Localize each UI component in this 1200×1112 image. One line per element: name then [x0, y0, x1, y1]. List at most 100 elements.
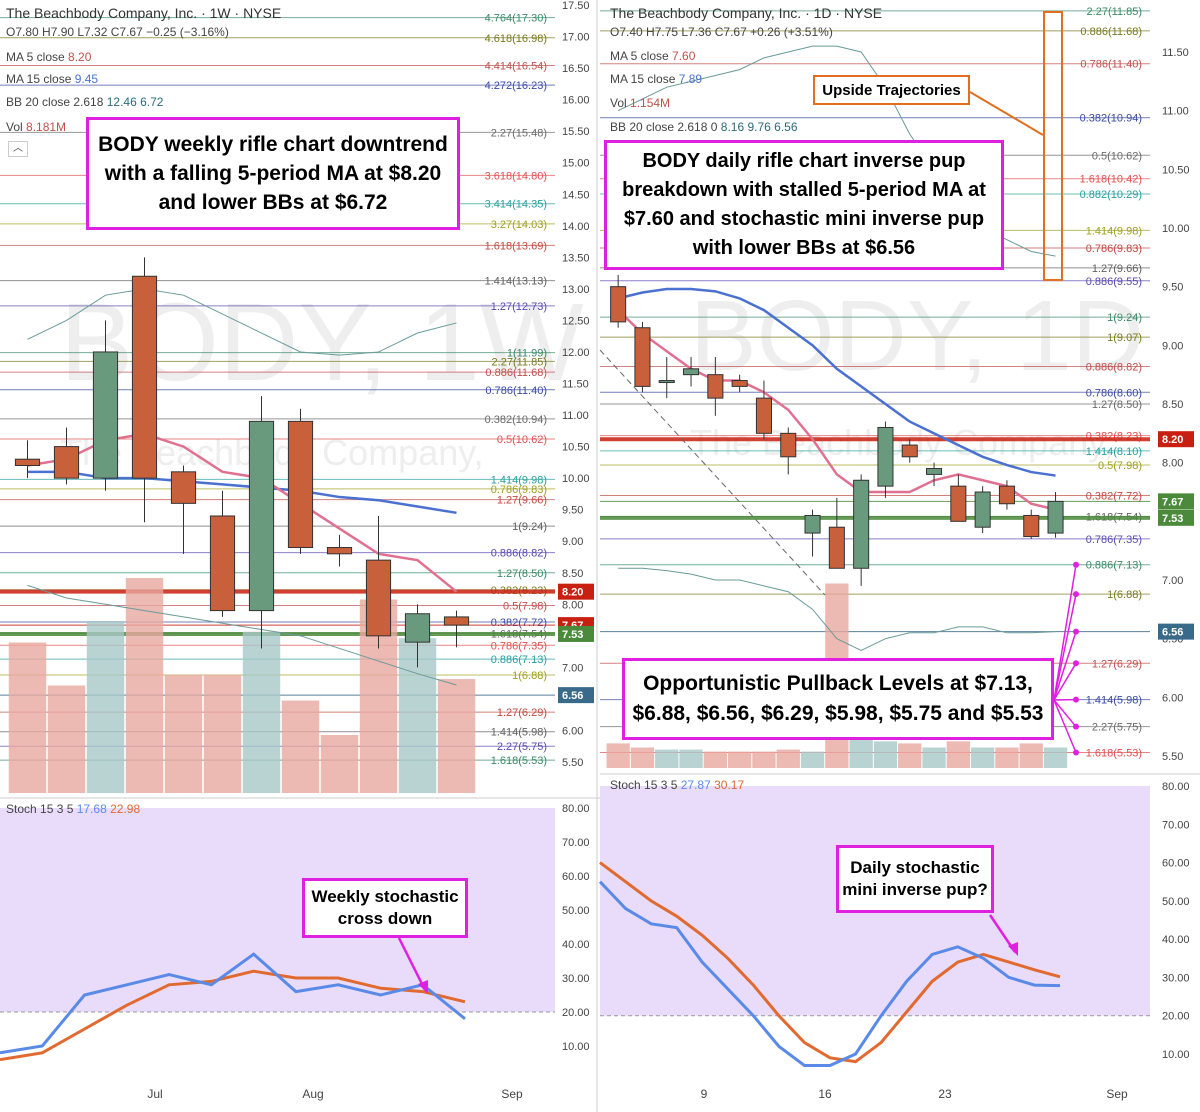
left-collapse-button[interactable]: ︿	[8, 141, 28, 157]
right-vol-label: Vol	[610, 96, 627, 110]
left-candle-body	[365, 559, 392, 637]
left-ohlc: O7.80 H7.90 L7.32 C7.67 −0.25 (−3.16%)	[6, 25, 229, 39]
left-price-tick: 12.00	[562, 347, 590, 359]
right-volume-bar	[630, 747, 655, 768]
left-fib-label: 0.886(11.68)	[485, 367, 547, 379]
right-fib-label: 0.382(7.72)	[1086, 491, 1142, 503]
left-price-badge-text: 8.20	[562, 587, 583, 599]
left-fib-label: 1.414(9.98)	[491, 474, 547, 486]
right-fib-label: 1(9.07)	[1107, 332, 1142, 344]
right-price-tick: 10.00	[1162, 223, 1190, 235]
left-vol-value: 8.181M	[26, 120, 67, 134]
right-candle-body	[1047, 500, 1064, 534]
right-stoch-k: 27.87	[680, 778, 711, 792]
left-candle-body	[443, 616, 470, 626]
left-fib-label: 2.27(15.48)	[491, 127, 547, 139]
right-price-badge	[1158, 493, 1194, 510]
left-fib-label: 1.618(13.69)	[485, 240, 547, 252]
left-candle-body	[404, 613, 431, 643]
right-candle-body	[926, 468, 943, 475]
pullback-marker	[1073, 591, 1079, 598]
right-volume-bar	[946, 741, 971, 768]
right-fib-label: 0.382(10.94)	[1080, 113, 1142, 125]
right-stoch-tick: 50.00	[1162, 896, 1190, 908]
right-volume-bar	[1019, 743, 1043, 768]
left-price-tick: 16.00	[562, 95, 590, 107]
left-fib-label: 4.414(16.54)	[485, 61, 547, 73]
left-fib-label: 0.5(7.98)	[503, 601, 547, 613]
right-stoch-tick: 10.00	[1162, 1049, 1190, 1061]
left-fib-label: 3.618(14.80)	[485, 170, 547, 182]
left-fib-label: 1(9.24)	[512, 521, 547, 533]
left-candle-body	[248, 420, 275, 612]
right-vol-legend: Vol 1.154M	[610, 96, 670, 110]
left-price-badge-text: 7.53	[562, 629, 583, 641]
right-candle-body	[780, 432, 797, 458]
left-volume-bar	[281, 700, 320, 793]
upside-callout: Upside Trajectories	[813, 75, 970, 105]
right-x-label: 9	[701, 1087, 708, 1101]
right-price-badge-text: 8.20	[1162, 434, 1183, 446]
pullback-marker	[1073, 660, 1079, 667]
left-price-tick: 14.50	[562, 189, 590, 201]
left-candle-body	[53, 446, 80, 479]
right-ma5-value: 7.60	[672, 49, 696, 63]
right-volume-bar	[970, 747, 995, 768]
right-stoch-tick: 70.00	[1162, 819, 1190, 831]
right-fib-label: 0.5(10.62)	[1092, 150, 1142, 162]
left-ma5-value: 8.20	[68, 50, 92, 64]
left-price-tick: 9.00	[562, 536, 583, 548]
left-fib-label: 3.414(14.35)	[485, 199, 547, 211]
right-price-tick: 8.00	[1162, 458, 1183, 470]
left-stoch-arrowhead	[418, 980, 428, 994]
left-candle-body	[170, 471, 197, 504]
right-fib-label: 1.414(8.10)	[1086, 446, 1142, 458]
right-candle-body	[731, 380, 748, 387]
left-price-badge	[558, 687, 594, 704]
left-fib-label: 2.27(11.85)	[492, 356, 547, 368]
pullback-pointer-line	[1053, 564, 1077, 701]
right-candle-body	[998, 485, 1015, 505]
left-stoch-k-line	[0, 952, 466, 1055]
left-price-tick: 12.50	[562, 315, 590, 327]
right-fib-label: 2.27(5.75)	[1092, 722, 1142, 734]
right-stoch-callout: Daily stochastic mini inverse pup?	[836, 845, 994, 913]
left-stoch-callout: Weekly stochastic cross down	[302, 878, 468, 938]
left-price-badge	[558, 625, 594, 642]
left-stoch-tick: 60.00	[562, 871, 590, 883]
right-fib-label: 1(9.24)	[1107, 312, 1142, 324]
left-ma5-legend: MA 5 close 8.20	[6, 50, 91, 64]
left-volume-bar	[203, 674, 242, 793]
right-stoch-title: Stoch 15 3 5	[610, 778, 678, 792]
left-stoch-tick: 50.00	[562, 905, 590, 917]
right-symbol-title: The Beachbody Company, Inc. · 1D · NYSE	[610, 5, 883, 21]
right-fib-label: 1.414(5.98)	[1086, 695, 1142, 707]
right-price-tick: 11.50	[1162, 47, 1189, 59]
right-volume-bar	[995, 747, 1019, 768]
left-volume-bar	[164, 674, 203, 793]
pullback-pointer-line	[1053, 699, 1077, 728]
pullback-pointer-line	[1053, 699, 1077, 753]
left-volume-bar	[8, 642, 47, 793]
pullback-callout: Opportunistic Pullback Levels at $7.13, …	[622, 658, 1054, 740]
left-ma15-value: 9.45	[74, 72, 99, 86]
right-candle-body	[610, 286, 627, 323]
left-fib-label: 1.27(6.29)	[497, 707, 547, 719]
left-candle-body	[92, 351, 119, 479]
right-volume-bar	[873, 741, 898, 768]
right-price-badge	[1158, 509, 1194, 526]
left-price-tick: 11.50	[562, 379, 589, 391]
left-stoch-tick: 70.00	[562, 837, 590, 849]
right-price-badge-text: 7.53	[1162, 513, 1183, 525]
right-price-badge-text: 7.67	[1162, 496, 1183, 508]
left-bb-lower	[27, 584, 457, 686]
right-fib-label: 0.5(7.98)	[1098, 460, 1142, 472]
right-volume-bar	[776, 749, 800, 768]
left-price-tick: 17.50	[562, 0, 590, 12]
right-bb-lower	[618, 567, 1056, 651]
left-price-tick: 15.50	[562, 126, 590, 138]
left-price-tick: 10.50	[562, 442, 590, 454]
right-main-callout: BODY daily rifle chart inverse pup break…	[604, 140, 1004, 270]
left-price-tick: 6.00	[562, 725, 583, 737]
right-candle-body	[755, 397, 772, 434]
